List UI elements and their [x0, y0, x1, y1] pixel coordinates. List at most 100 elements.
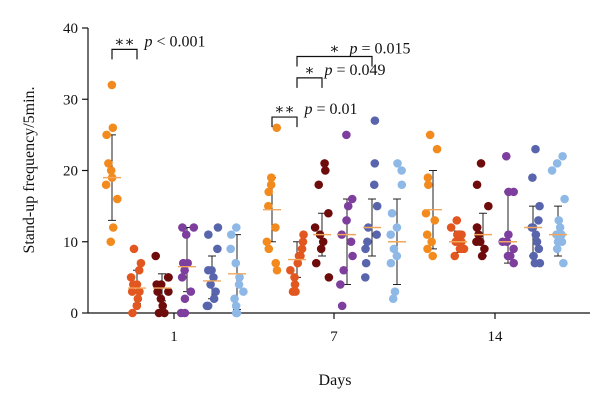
- data-point: [509, 244, 518, 254]
- data-point: [342, 216, 351, 225]
- significance-bracket: [296, 55, 373, 67]
- data-point: [324, 273, 334, 282]
- data-point: [427, 237, 436, 247]
- data-point: [232, 223, 241, 232]
- data-point: [183, 258, 192, 268]
- data-point: [348, 251, 357, 261]
- p-value-label: p = 0.015: [349, 41, 411, 58]
- data-point: [264, 201, 273, 211]
- data-point: [324, 208, 333, 218]
- data-point: [127, 287, 137, 296]
- data-point: [180, 265, 189, 275]
- data-point: [164, 287, 173, 296]
- data-point: [271, 258, 281, 268]
- data-point: [472, 237, 481, 247]
- data-point: [455, 244, 465, 254]
- data-point: [423, 244, 432, 254]
- data-point: [529, 251, 538, 261]
- data-point: [361, 244, 370, 254]
- data-point: [452, 216, 462, 225]
- data-point: [266, 180, 276, 190]
- data-point: [339, 265, 349, 275]
- data-point: [422, 230, 432, 239]
- significance-stars: ∗: [304, 63, 314, 79]
- data-point: [151, 251, 161, 261]
- data-point: [231, 258, 241, 268]
- x-tick-label: 1: [170, 329, 178, 345]
- data-point: [363, 237, 372, 247]
- x-axis-label: Days: [319, 372, 352, 389]
- data-point: [318, 237, 328, 247]
- y-tick-label: 30: [63, 92, 78, 108]
- data-point: [528, 173, 537, 182]
- data-point: [423, 173, 433, 182]
- data-point: [134, 265, 144, 275]
- data-point: [531, 230, 541, 239]
- data-point: [397, 166, 406, 175]
- data-point: [213, 223, 223, 232]
- data-point: [158, 301, 168, 311]
- data-point: [370, 116, 380, 125]
- data-point: [480, 244, 489, 254]
- data-point: [128, 308, 137, 318]
- data-point: [206, 280, 215, 289]
- data-point: [501, 151, 511, 161]
- data-point: [425, 130, 435, 140]
- p-value-label: p < 0.001: [144, 33, 206, 50]
- data-point: [311, 258, 321, 268]
- data-point: [156, 294, 166, 304]
- data-point: [321, 166, 330, 175]
- data-point: [204, 230, 213, 239]
- data-point: [104, 159, 113, 168]
- data-point: [509, 258, 518, 268]
- data-point: [387, 208, 397, 218]
- data-point: [294, 251, 304, 261]
- data-point: [156, 280, 166, 289]
- data-point: [547, 166, 557, 175]
- data-point: [503, 251, 513, 261]
- data-point: [264, 187, 273, 197]
- data-point: [314, 180, 324, 190]
- data-point: [153, 287, 162, 296]
- data-point: [272, 123, 282, 133]
- data-point: [271, 223, 280, 232]
- data-point: [476, 159, 486, 168]
- data-point: [554, 216, 564, 225]
- significance-stars: ∗∗: [114, 34, 134, 50]
- data-point: [388, 294, 398, 304]
- data-point: [316, 244, 326, 254]
- y-tick-label: 10: [63, 235, 78, 251]
- data-point: [509, 187, 518, 197]
- p-value-label: p = 0.049: [324, 62, 386, 79]
- data-point: [209, 294, 219, 304]
- data-point: [361, 258, 371, 268]
- data-point: [342, 130, 351, 140]
- data-point: [239, 287, 248, 296]
- data-point: [128, 280, 138, 289]
- data-point: [552, 159, 562, 168]
- data-point: [560, 194, 569, 204]
- data-point: [132, 301, 142, 311]
- data-point: [372, 230, 381, 239]
- data-point: [213, 244, 222, 254]
- data-point: [106, 237, 116, 247]
- data-point: [555, 223, 565, 232]
- data-point: [532, 237, 542, 247]
- data-point: [397, 180, 407, 190]
- data-point: [432, 144, 442, 154]
- data-point: [343, 201, 353, 211]
- data-point: [297, 244, 307, 254]
- data-point: [559, 258, 568, 268]
- data-point: [310, 223, 320, 232]
- data-point: [484, 201, 493, 211]
- data-point: [176, 308, 186, 318]
- significance-stars: ∗∗: [274, 102, 294, 118]
- data-point: [230, 294, 239, 304]
- data-point: [264, 244, 274, 254]
- data-point: [209, 273, 218, 282]
- data-point: [337, 301, 347, 311]
- data-point: [386, 258, 396, 268]
- data-point: [126, 273, 136, 282]
- data-point: [472, 180, 482, 190]
- data-point: [164, 273, 173, 282]
